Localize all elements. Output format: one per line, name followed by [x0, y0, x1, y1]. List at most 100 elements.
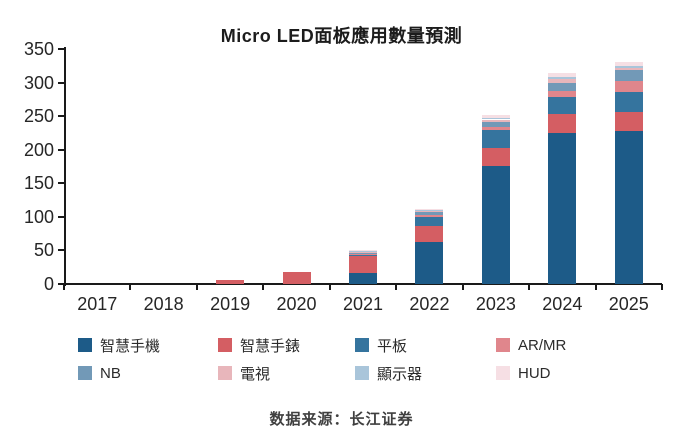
x-tick-label: 2018 — [143, 294, 184, 314]
x-axis-spine — [64, 283, 662, 285]
x-tick-label: 2023 — [475, 294, 516, 314]
bar-segment — [548, 114, 577, 133]
x-tick — [594, 284, 597, 290]
legend-label: 平板 — [377, 337, 408, 355]
legend-swatch — [78, 366, 92, 380]
bar-segment — [415, 214, 444, 217]
legend-label: HUD — [518, 364, 551, 382]
y-tick — [58, 182, 64, 185]
x-tick — [262, 284, 265, 290]
bar-segment — [349, 255, 377, 273]
legend-swatch — [78, 338, 92, 352]
y-tick — [58, 81, 64, 84]
y-tick-label: 200 — [23, 139, 54, 160]
bar-segment — [481, 126, 510, 131]
bar-segment — [548, 79, 577, 83]
bar-segment — [614, 70, 643, 82]
x-tick — [63, 284, 65, 290]
x-tick-label: 2020 — [276, 294, 317, 314]
bar-segment — [481, 115, 510, 119]
legend-item: 顯示器 — [355, 365, 423, 383]
y-tick — [58, 115, 64, 118]
legend-item: NB — [78, 364, 121, 382]
x-tick-label: 2025 — [608, 294, 649, 314]
x-tick — [661, 284, 663, 290]
legend-label: 智慧手錶 — [240, 337, 301, 355]
source-caption: 数据来源：长江证券 — [269, 411, 414, 428]
legend-swatch — [218, 338, 232, 352]
y-tick-label: 350 — [23, 39, 54, 59]
bar-segment — [614, 130, 643, 284]
bar-segment — [349, 253, 377, 255]
bar-segment — [481, 165, 510, 284]
bar-segment — [349, 272, 377, 284]
legend-item: HUD — [496, 364, 551, 382]
bar-segment — [415, 216, 444, 227]
legend-swatch — [355, 338, 369, 352]
bar-segment — [349, 250, 377, 252]
y-tick — [58, 249, 64, 252]
bar-segment — [415, 226, 444, 242]
legend-swatch — [496, 338, 510, 352]
legend-swatch — [218, 366, 232, 380]
legend-swatch — [355, 366, 369, 380]
bar-segment — [548, 77, 577, 80]
x-tick — [528, 284, 531, 290]
legend-item: 智慧手錶 — [218, 337, 301, 355]
y-tick-label: 250 — [23, 106, 54, 127]
bar-segment — [614, 65, 643, 68]
bar-segment — [548, 91, 577, 97]
legend-item: 電視 — [218, 365, 271, 383]
bar-segment — [614, 81, 643, 92]
bar-segment — [415, 210, 444, 213]
legend-item: 平板 — [355, 337, 408, 355]
y-axis-spine — [64, 47, 66, 286]
legend-swatch — [496, 366, 510, 380]
bar-segment — [415, 208, 444, 211]
bar-segment — [481, 119, 510, 122]
legend-item: 智慧手機 — [78, 337, 161, 355]
bar-segment — [415, 210, 444, 212]
y-tick — [58, 283, 64, 285]
bar-segment — [415, 212, 444, 215]
bar-segment — [349, 251, 377, 253]
x-tick — [461, 284, 464, 290]
bar-segment — [614, 112, 643, 131]
y-tick-label: 50 — [33, 240, 54, 261]
y-tick-label: 300 — [23, 72, 54, 93]
chart-title: Micro LED面板應用數量預測 — [220, 26, 463, 46]
x-tick-label: 2017 — [77, 294, 118, 314]
bar-segment — [349, 251, 377, 253]
bar-segment — [614, 91, 643, 113]
x-tick — [129, 284, 132, 290]
x-tick-label: 2021 — [342, 294, 384, 314]
bar-segment — [282, 271, 311, 284]
bar-segment — [614, 61, 643, 66]
legend-label: 顯示器 — [377, 365, 423, 383]
y-tick-label: 150 — [23, 173, 54, 194]
bar-segment — [481, 130, 510, 148]
bar-segment — [481, 121, 510, 127]
x-tick-label: 2024 — [542, 294, 583, 314]
bar-segment — [548, 132, 577, 284]
x-tick-label: 2019 — [210, 294, 251, 314]
bar-segment — [349, 252, 377, 254]
legend-label: 智慧手機 — [100, 337, 161, 355]
bar-segment — [548, 96, 577, 115]
legend-label: 電視 — [240, 365, 271, 383]
x-tick — [328, 284, 331, 290]
x-tick — [395, 284, 398, 290]
bar-segment — [548, 73, 577, 78]
bar-segment — [216, 279, 245, 284]
y-tick — [58, 148, 64, 151]
bar-segment — [415, 241, 444, 284]
bar-segment — [481, 147, 510, 166]
y-tick-label: 0 — [43, 274, 54, 294]
legend-label: NB — [100, 364, 121, 382]
legend-label: AR/MR — [518, 336, 567, 354]
bar-segment — [349, 254, 377, 256]
y-tick — [58, 215, 64, 218]
bar-segment — [548, 82, 577, 92]
y-tick-label: 100 — [23, 206, 54, 227]
